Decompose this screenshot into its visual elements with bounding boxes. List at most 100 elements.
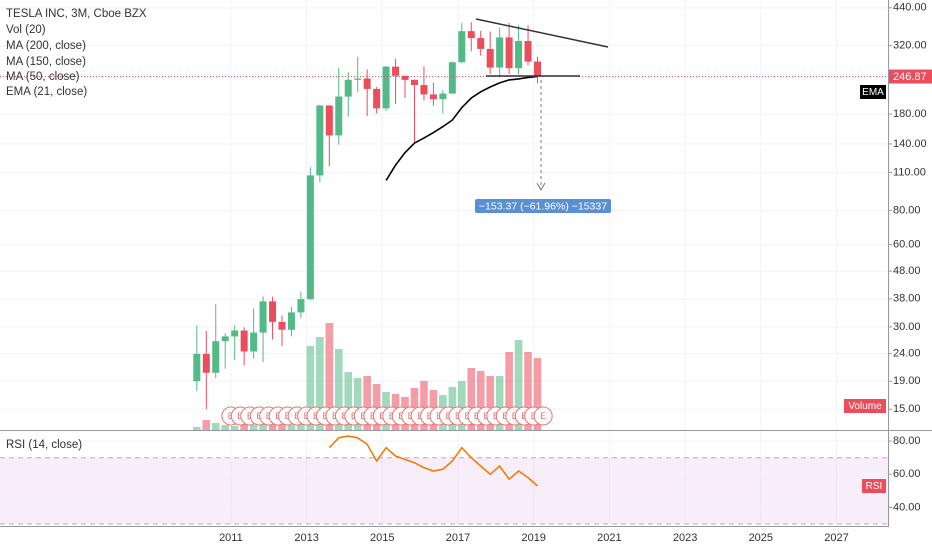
candle-body <box>458 31 466 63</box>
x-tick-label: 2019 <box>521 532 545 544</box>
candle-body <box>439 93 447 100</box>
x-tick-label: 2021 <box>597 532 621 544</box>
candle-body <box>524 41 532 62</box>
candle-body <box>354 78 362 80</box>
ema-line <box>385 75 538 181</box>
x-tick-label: 2013 <box>294 532 318 544</box>
volume-bar <box>344 372 353 430</box>
ema-tag-box <box>860 85 886 99</box>
candle-body <box>221 336 229 342</box>
candle-body <box>231 330 239 337</box>
legend-entry: MA (50, close) <box>6 71 80 83</box>
volume-bar <box>193 427 201 430</box>
candle-body <box>467 31 475 39</box>
candle-body <box>382 66 390 109</box>
candle-body <box>363 78 371 89</box>
y-tick-label: 320.00 <box>893 40 927 52</box>
x-tick-label: 2011 <box>219 532 243 544</box>
volume-bar <box>420 381 428 430</box>
candle-body <box>496 37 504 68</box>
legend-entry: MA (150, close) <box>6 56 86 68</box>
candle-body <box>316 105 324 176</box>
volume-layer: EEEEEEEEEEEEEEEEEEEEEEEEEEEEEEEEEE <box>193 323 553 430</box>
volume-bar <box>363 376 371 430</box>
volume-bar <box>467 368 476 430</box>
candle-body <box>401 75 409 80</box>
legend-entry: EMA (21, close) <box>6 86 87 98</box>
measure-label: −153.37 (−61.96%) −15337 <box>479 200 607 212</box>
volume-bar <box>495 376 504 430</box>
y-tick-label: 140.00 <box>893 138 927 150</box>
x-tick-label: 2027 <box>824 532 848 544</box>
volume-bar <box>457 381 466 430</box>
volume-bar <box>372 384 381 430</box>
candle-body <box>287 312 295 330</box>
candle-body <box>420 85 428 95</box>
candle-body <box>477 38 485 49</box>
volume-tag-box <box>844 399 886 413</box>
y-tick-label: 48.00 <box>893 265 921 277</box>
earnings-marker <box>533 406 553 426</box>
candle-body <box>392 66 400 76</box>
volume-bar <box>524 352 532 430</box>
candle-body <box>250 332 258 352</box>
volume-bar <box>306 346 315 430</box>
chart-title: TESLA INC, 3M, Cboe BZX <box>6 8 147 20</box>
last-price-label: 246.87 <box>893 71 927 83</box>
candle-body <box>486 48 494 68</box>
y-tick-label: 24.00 <box>893 347 921 359</box>
axis-labels: 2011 2013 2015 2017 2019 2021 2023 2025 2027 440.… <box>219 2 932 544</box>
volume-bar <box>249 425 258 430</box>
volume-bar <box>211 423 220 430</box>
x-tick-label: 2017 <box>446 532 470 544</box>
y-tick-label: 440.00 <box>893 2 927 14</box>
candle-body <box>344 79 352 97</box>
volume-bar <box>240 424 248 430</box>
volume-bar <box>268 420 277 430</box>
candle-body <box>259 301 267 333</box>
candle-body <box>410 79 418 86</box>
x-tick-label: 2025 <box>749 532 773 544</box>
candle-body <box>373 88 381 109</box>
rsi-tick-label: 40.00 <box>893 501 921 513</box>
rsi-tag-box <box>862 479 886 493</box>
y-tick-label: 30.00 <box>893 321 921 333</box>
y-tick-label: 15.00 <box>893 403 921 415</box>
legend-entry: Vol (20) <box>6 24 46 36</box>
volume-bar <box>486 376 494 430</box>
volume-bar <box>202 420 211 430</box>
candle-body <box>306 175 314 300</box>
candle-body <box>278 321 286 330</box>
volume-bar <box>221 425 230 430</box>
candle-body <box>212 341 220 373</box>
volume-bar <box>533 358 542 430</box>
price-layer <box>0 22 888 487</box>
rsi-title: RSI (14, close) <box>6 439 82 451</box>
candle-body <box>533 61 541 77</box>
last-price-box <box>889 69 932 84</box>
volume-tag: Volume <box>848 401 882 412</box>
candle-body <box>325 105 333 136</box>
volume-bar <box>316 337 324 430</box>
y-tick-label: 110.00 <box>893 166 926 178</box>
candle-body <box>297 299 305 313</box>
trend-line <box>475 18 609 48</box>
measure-arrow-head <box>536 182 546 192</box>
candle-body <box>429 94 437 100</box>
volume-bar <box>325 323 334 430</box>
candle-body <box>505 37 513 69</box>
volume-bar <box>230 426 239 430</box>
volume-bar <box>514 340 523 430</box>
rsi-tag: RSI <box>866 481 883 492</box>
rsi-tick-label: 60.00 <box>893 468 921 480</box>
y-tick-label: 19.00 <box>893 375 921 387</box>
candle-body <box>335 96 343 136</box>
volume-bar <box>505 352 513 430</box>
rsi-tick-label: 80.00 <box>893 435 921 447</box>
x-tick-label: 2023 <box>673 532 697 544</box>
volume-bar <box>334 349 343 430</box>
volume-bar <box>287 425 296 430</box>
